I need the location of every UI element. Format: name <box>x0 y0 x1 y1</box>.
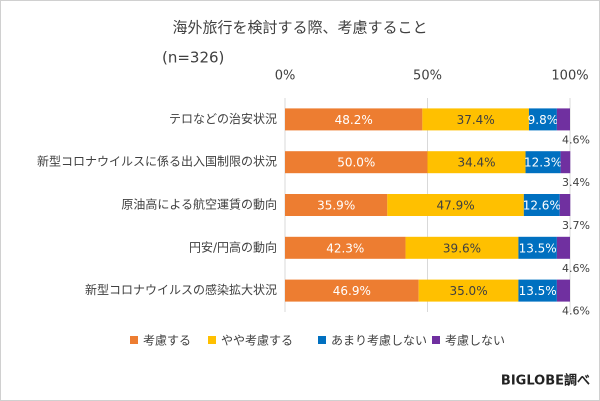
source: BIGLOBE調べ <box>501 373 590 389</box>
data-label: 3.4% <box>562 176 590 189</box>
bar-segment <box>285 279 419 302</box>
bar-segment <box>518 279 557 302</box>
data-label: 35.0% <box>449 284 487 298</box>
data-label: 39.6% <box>443 241 481 255</box>
bar-segment <box>518 236 557 259</box>
bar-segment <box>387 194 524 216</box>
y-tick-label: 新型コロナウイルスに係る出入国制限の状況 <box>37 154 277 169</box>
x-tick-label: 50% <box>413 69 442 84</box>
data-label: 35.9% <box>317 199 355 213</box>
bar-segment <box>556 108 570 131</box>
data-label: 50.0% <box>337 156 375 170</box>
legend-label: あまり考慮しない <box>331 334 427 348</box>
y-tick-label: 円安/円高の動向 <box>189 239 277 254</box>
data-label: 12.3% <box>524 156 562 170</box>
bar-segment <box>560 151 571 174</box>
data-label: 9.8% <box>528 113 559 127</box>
data-label: 13.5% <box>519 284 557 298</box>
bar-segment <box>285 151 428 174</box>
bar-segment <box>523 194 560 216</box>
bar-segment <box>528 108 557 131</box>
data-label: 47.9% <box>437 199 475 213</box>
data-label: 34.4% <box>457 156 495 170</box>
data-label: 46.9% <box>333 284 371 298</box>
data-label: 48.2% <box>335 113 373 127</box>
legend-label: 考慮しない <box>445 334 505 348</box>
bar-segment <box>285 108 423 131</box>
bar-segment <box>422 108 529 131</box>
data-label: 42.3% <box>326 241 364 255</box>
bar-segment <box>525 151 561 174</box>
y-tick-label: 新型コロナウイルスの感染拡大状況 <box>85 282 277 297</box>
chart-title: 海外旅行を検討する際、考慮すること <box>172 19 427 37</box>
legend-swatch <box>130 336 138 344</box>
data-label: 37.4% <box>457 113 495 127</box>
y-tick-label: テロなどの治安状況 <box>169 111 277 126</box>
bar-segment <box>556 236 570 259</box>
data-label: 4.6% <box>562 305 590 318</box>
bar-segment <box>285 194 388 216</box>
legend-swatch <box>432 336 440 344</box>
bar-segment <box>559 194 571 216</box>
x-tick-label: 0% <box>275 69 296 84</box>
bar-segment <box>427 151 526 174</box>
bar-segment <box>418 279 519 302</box>
data-label: 13.5% <box>519 241 557 255</box>
data-label: 4.6% <box>562 262 590 275</box>
data-label: 4.6% <box>562 133 590 146</box>
legend-label: 考慮する <box>143 334 191 348</box>
bar-segment <box>556 279 570 302</box>
legend-label: やや考慮する <box>221 334 293 348</box>
legend-swatch <box>318 336 326 344</box>
bar-segment <box>285 236 406 259</box>
x-tick-label: 100% <box>551 69 588 84</box>
data-label: 3.7% <box>562 219 590 232</box>
chart-subtitle: (n=326) <box>162 49 224 67</box>
bar-segment <box>405 236 519 259</box>
y-tick-label: 原油高による航空運賃の動向 <box>121 197 277 212</box>
legend-swatch <box>208 336 216 344</box>
data-label: 12.6% <box>523 199 561 213</box>
